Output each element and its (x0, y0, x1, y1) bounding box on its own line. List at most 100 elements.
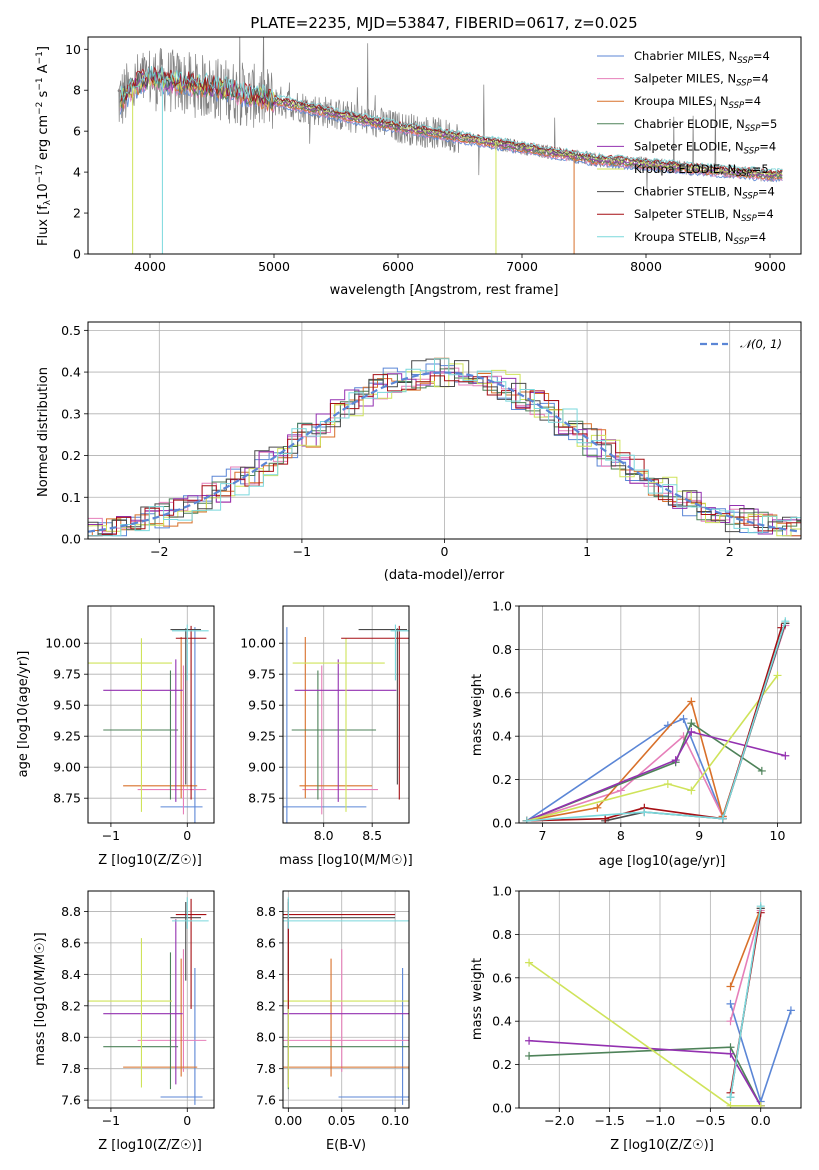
y-tick-label: 8.6 (61, 935, 81, 950)
x-tick-label: 2 (726, 544, 734, 559)
x-tick-label: 0.00 (274, 1113, 302, 1128)
weight-age-ylabel: mass weight (470, 674, 485, 756)
y-tick-label: 2 (73, 206, 81, 221)
plot-area (88, 357, 801, 537)
legend-subscript: SSP (736, 169, 752, 179)
y-tick-label: 7.6 (61, 1093, 81, 1108)
y-tick-label: 0.4 (492, 729, 512, 744)
legend-count: =5 (752, 162, 769, 176)
model-spectrum-line (119, 66, 783, 173)
legend-entry: Kroupa STELIB, NSSP=4 (634, 230, 766, 247)
weight-point-marker (525, 1051, 534, 1060)
y-tick-label: 8.2 (256, 998, 276, 1013)
mass-vs-metallicity-panel: −1 0 7.6 7.8 8.0 8.2 8.4 8.6 8.8 (61, 890, 215, 1128)
axes-frame (87, 605, 215, 824)
x-tick-label: 4000 (134, 259, 166, 274)
y-tick-label: 9.00 (53, 760, 81, 775)
model-spectrum-line (119, 66, 783, 175)
weight-point-marker (726, 982, 735, 991)
x-tick-label: 0 (183, 828, 191, 843)
y-tick-label: 10.00 (45, 636, 81, 651)
plot-area (522, 617, 790, 823)
weight-point-marker (756, 902, 765, 911)
y-tick-label: 10.00 (240, 636, 276, 651)
weight-point-marker (593, 803, 602, 812)
weight-point-marker (525, 958, 534, 967)
model-spectrum-line (119, 66, 783, 174)
weight-point-marker (679, 714, 688, 723)
legend-entry: Chabrier ELODIE, NSSP=5 (634, 117, 777, 134)
y-tick-label: 8.0 (61, 1030, 81, 1045)
weight-series-line (729, 910, 762, 1022)
x-tick-label: 0.10 (381, 1113, 409, 1128)
weight-age-xlabel: age [log10(age/yr)] (599, 854, 726, 869)
histogram-ylabel: Normed distribution (36, 367, 51, 497)
x-tick-label: −1.0 (645, 1113, 675, 1128)
x-tick-label: 0.0 (751, 1113, 771, 1128)
x-tick-label: 9 (695, 828, 703, 843)
x-tick-label: 8000 (630, 259, 662, 274)
legend-count: =4 (753, 49, 770, 63)
legend-count: =4 (759, 139, 776, 153)
y-tick-label: 0.4 (61, 365, 81, 380)
weight-series-line (526, 674, 779, 822)
mass-z-ylabel: mass [log10(M/M☉)] (33, 932, 48, 1065)
y-tick-label: 0.1 (61, 490, 81, 505)
legend-subscript: SSP (744, 146, 760, 156)
weight-point-marker (522, 816, 531, 823)
x-tick-label: −1 (102, 828, 120, 843)
plot-area (117, 37, 783, 254)
legend-entry: Chabrier MILES, NSSP=4 (634, 49, 770, 66)
normal-reference-curve (88, 371, 799, 533)
legend-entry: 𝒩(0, 1) (740, 337, 782, 351)
y-tick-label: 1.0 (492, 884, 512, 899)
y-tick-label: 0.4 (492, 1014, 512, 1029)
x-tick-label: −2 (150, 544, 168, 559)
y-tick-label: 0.2 (492, 772, 512, 787)
plot-area (88, 624, 209, 823)
y-tick-label: 8.4 (256, 967, 276, 982)
x-tick-label: 1 (583, 544, 591, 559)
y-tick-label: 8.8 (256, 904, 276, 919)
weight-vs-metallicity-panel: −2.0 −1.5 −1.0 −0.5 0.0 0.0 0.2 0.4 0.6 0.8 1.0 (492, 884, 802, 1128)
weight-series-line (729, 906, 762, 1098)
weight-z-xlabel: Z [log10(Z/Z☉)] (610, 1138, 714, 1153)
legend-entry: Salpeter ELODIE, NSSP=4 (634, 139, 776, 156)
weight-point-marker (687, 719, 696, 728)
axes-frame (282, 890, 410, 1109)
spectrum-panel: 4000 5000 6000 7000 8000 9000 0 2 4 6 8 10 Chabrier … (65, 36, 802, 274)
x-tick-label: 7 (539, 828, 547, 843)
mass-z-xlabel: Z [log10(Z/Z☉)] (98, 1138, 202, 1153)
weight-series-line (526, 721, 763, 822)
y-tick-label: 9.50 (248, 698, 276, 713)
chart-title: PLATE=2235, MJD=53847, FIBERID=0617, z=0… (250, 14, 637, 32)
weight-point-marker (525, 1036, 534, 1045)
weight-point-marker (687, 786, 696, 795)
y-tick-label: 0.2 (61, 448, 81, 463)
weight-point-marker (786, 1006, 795, 1015)
x-tick-label: 8.0 (314, 828, 334, 843)
residual-histogram-panel: −2 −1 0 1 2 0.0 0.1 0.2 0.3 0.4 0.5 𝒩(0, 1) (61, 321, 802, 559)
x-tick-label: −1.5 (594, 1113, 624, 1128)
plot-area (283, 897, 409, 1105)
y-tick-label: 0.8 (492, 927, 512, 942)
y-tick-label: 8.0 (256, 1030, 276, 1045)
y-tick-label: 0.6 (492, 685, 512, 700)
y-tick-label: 0.2 (492, 1057, 512, 1072)
weight-vs-age-panel: 7 8 9 10 0.0 0.2 0.4 0.6 0.8 1.0 (492, 599, 802, 843)
spectrum-ylabel: Flux [fλ10−17 erg cm−2 s−1 A−1] (35, 46, 53, 246)
x-tick-label: −0.5 (695, 1113, 725, 1128)
weight-point-marker (777, 623, 786, 632)
y-tick-label: 0.0 (492, 1101, 512, 1116)
residual-histogram-step (88, 374, 801, 537)
y-tick-label: 0.0 (61, 532, 81, 547)
x-tick-label: 6000 (382, 259, 414, 274)
weight-point-marker (756, 1101, 765, 1108)
legend-subscript: SSP (734, 237, 750, 247)
y-tick-label: 7.8 (61, 1061, 81, 1076)
y-tick-label: 9.75 (53, 667, 81, 682)
weight-point-marker (773, 671, 782, 680)
x-tick-label: −1 (102, 1113, 120, 1128)
histogram-xlabel: (data-model)/error (384, 568, 505, 583)
